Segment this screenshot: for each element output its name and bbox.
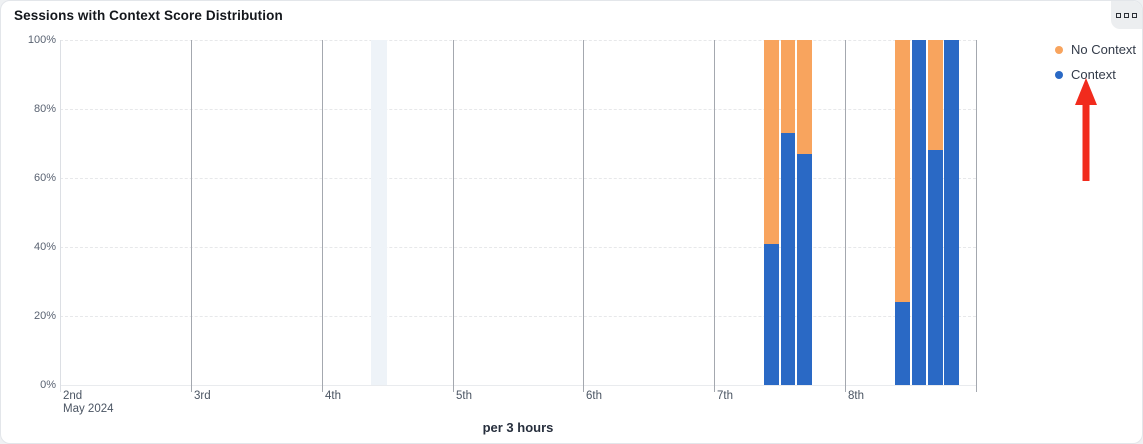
day-gridline: [976, 40, 977, 392]
bar-segment-context[interactable]: [927, 150, 943, 385]
horizontal-gridline: [60, 178, 976, 179]
stacked-bar[interactable]: [797, 40, 812, 385]
bar-segment-no-context[interactable]: [764, 40, 780, 244]
stacked-bar[interactable]: [911, 40, 927, 385]
legend-label: No Context: [1071, 42, 1137, 57]
plot-area: [60, 40, 977, 392]
stacked-bar[interactable]: [944, 40, 960, 385]
y-axis-tick-label: 0%: [40, 379, 56, 391]
y-axis-tick-label: 20%: [33, 310, 56, 322]
legend: No Context Context: [1055, 37, 1136, 87]
ellipsis-squares-icon: [1132, 12, 1137, 18]
bar-segment-context[interactable]: [764, 243, 780, 385]
stacked-bar[interactable]: [895, 40, 910, 385]
day-gridline: [714, 40, 715, 392]
y-axis-tick-label: 40%: [33, 241, 56, 253]
x-axis-tick-label: 8th: [848, 390, 864, 402]
legend-item-context[interactable]: Context: [1055, 62, 1136, 87]
no-context-swatch-icon: [1055, 45, 1063, 54]
y-axis-tick-label: 100%: [27, 34, 56, 46]
x-axis-title: per 3 hours: [482, 420, 554, 435]
bar-segment-context[interactable]: [797, 153, 812, 385]
day-gridline: [583, 40, 584, 392]
chart-menu-button[interactable]: [1111, 1, 1142, 29]
context-swatch-icon: [1055, 70, 1063, 79]
stacked-bar[interactable]: [764, 40, 780, 385]
ellipsis-squares-icon: [1116, 12, 1121, 18]
x-axis-tick-label: 7th: [717, 390, 733, 402]
bar-segment-no-context[interactable]: [895, 40, 910, 303]
y-axis-tick-label: 80%: [33, 103, 56, 115]
bar-segment-context[interactable]: [895, 302, 910, 385]
chart-title: Sessions with Context Score Distribution: [14, 8, 283, 23]
horizontal-gridline: [60, 109, 976, 110]
stacked-bar[interactable]: [780, 40, 796, 385]
bar-segment-no-context[interactable]: [797, 40, 812, 154]
bar-segment-context[interactable]: [944, 40, 960, 385]
x-axis-tick-label: 5th: [456, 390, 472, 402]
red-up-arrow-annotation: [1075, 78, 1097, 181]
x-axis-tick-label: 2nd: [63, 390, 83, 402]
bar-segment-context[interactable]: [780, 133, 796, 385]
y-axis-tick-label: 60%: [33, 172, 56, 184]
y-axis-line: [60, 40, 61, 392]
day-gridline: [322, 40, 323, 392]
bar-segment-no-context[interactable]: [927, 40, 943, 151]
x-axis-tick-label: 3rd: [194, 390, 211, 402]
bar-segment-context[interactable]: [911, 40, 927, 385]
legend-item-no-context[interactable]: No Context: [1055, 37, 1136, 62]
bar-segment-no-context[interactable]: [780, 40, 796, 134]
x-axis-tick-label: 6th: [586, 390, 602, 402]
x-axis-tick-label: 4th: [325, 390, 341, 402]
x-axis-month-label: May 2024: [63, 403, 114, 415]
highlight-band: [370, 40, 388, 385]
day-gridline: [191, 40, 192, 392]
day-gridline: [453, 40, 454, 392]
horizontal-gridline: [60, 247, 976, 248]
horizontal-gridline: [60, 40, 976, 41]
stacked-bar[interactable]: [927, 40, 943, 385]
legend-label: Context: [1071, 67, 1116, 82]
horizontal-gridline: [60, 316, 976, 317]
day-gridline: [845, 40, 846, 392]
ellipsis-squares-icon: [1124, 12, 1129, 18]
